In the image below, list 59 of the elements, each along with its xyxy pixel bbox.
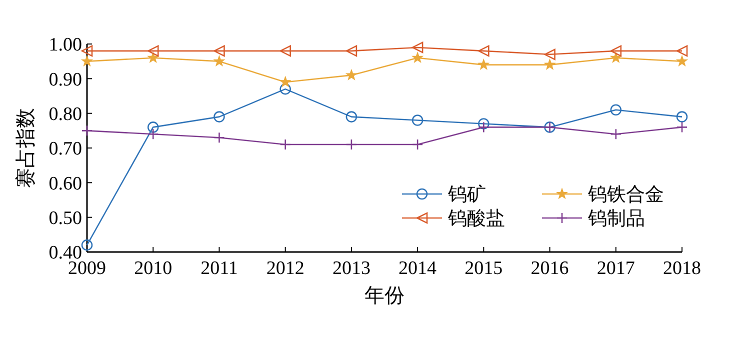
- y-tick-label: 0.80: [48, 104, 82, 125]
- point: [214, 56, 225, 66]
- point: [610, 52, 622, 63]
- point: [412, 42, 424, 54]
- point: [214, 132, 225, 144]
- point: [280, 83, 291, 95]
- y-tick-label: 1.00: [48, 34, 82, 56]
- y-tick-label: 0.60: [48, 173, 82, 194]
- point: [346, 138, 358, 150]
- x-tick-label: 2012: [266, 258, 304, 279]
- point: [214, 45, 225, 57]
- point: [81, 56, 93, 66]
- point: [544, 48, 556, 60]
- point: [346, 45, 358, 57]
- point: [676, 111, 688, 122]
- point: [346, 111, 358, 122]
- x-tick-label: 2016: [530, 258, 569, 279]
- point: [544, 59, 556, 70]
- x-tick-label: 2017: [596, 258, 635, 279]
- point: [214, 111, 225, 122]
- point: [478, 45, 490, 57]
- point: [676, 122, 688, 133]
- point: [610, 104, 622, 116]
- y-tick-label: 0.50: [48, 208, 82, 229]
- y-axis-title: 赛占指数: [15, 108, 37, 188]
- x-axis-title: 年份: [364, 285, 404, 307]
- point: [147, 128, 159, 140]
- x-tick-label: 2014: [398, 258, 438, 279]
- x-tick-label: 2015: [464, 258, 503, 279]
- x-tick-label: 2011: [200, 258, 238, 279]
- point: [280, 138, 291, 150]
- legend-label: 钨矿: [447, 184, 486, 206]
- legend-label: 钨制品: [587, 208, 645, 230]
- legend-label: 钨铁合金: [587, 184, 664, 206]
- point: [412, 138, 424, 150]
- point: [280, 76, 291, 87]
- y-tick-label: 0.70: [48, 138, 82, 160]
- point: [478, 59, 490, 70]
- point: [412, 114, 424, 126]
- point: [280, 45, 291, 57]
- y-tick-label: 0.90: [48, 69, 82, 90]
- point: [676, 56, 688, 66]
- legend-label: 钨酸盐: [447, 208, 505, 230]
- point: [81, 125, 93, 136]
- x-tick-label: 2010: [134, 258, 172, 279]
- point: [610, 128, 622, 140]
- point: [148, 52, 159, 63]
- x-tick-label: 2013: [332, 258, 370, 279]
- point: [346, 69, 357, 80]
- point: [147, 122, 159, 133]
- point: [412, 52, 424, 63]
- point: [81, 45, 93, 57]
- point: [147, 45, 159, 57]
- point: [478, 122, 490, 133]
- point: [478, 118, 490, 130]
- point: [81, 239, 93, 251]
- x-tick-label: 2018: [663, 258, 701, 279]
- point: [676, 45, 688, 57]
- point: [610, 45, 622, 57]
